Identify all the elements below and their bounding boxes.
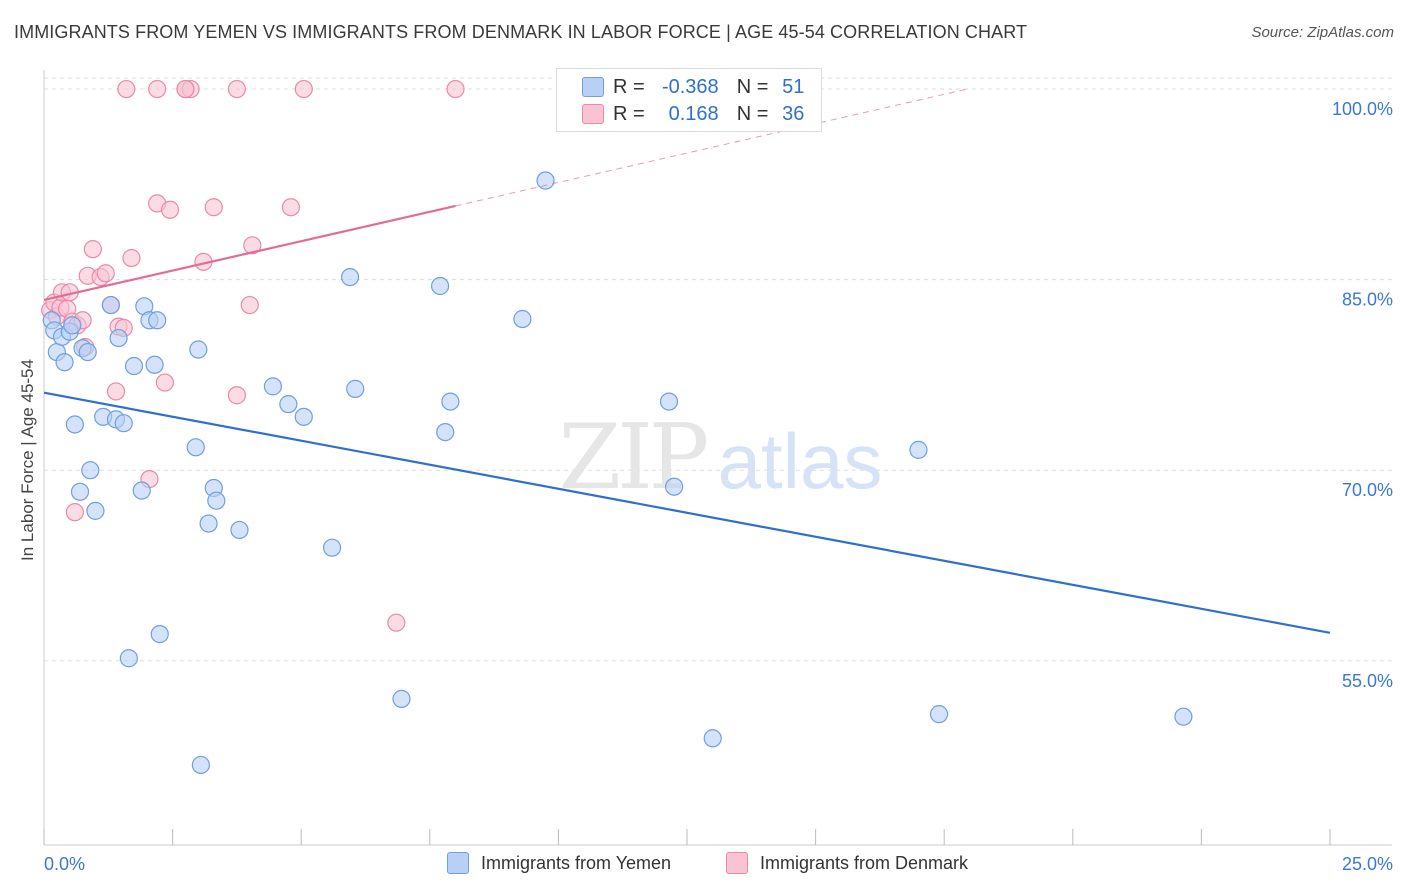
denmark-point <box>117 79 136 99</box>
yemen-point <box>78 342 97 362</box>
yemen-point <box>659 392 679 411</box>
yemen-point <box>145 355 164 374</box>
yemen-point <box>441 392 460 411</box>
denmark-point <box>155 373 174 392</box>
axis-layer <box>43 70 1392 846</box>
yemen-point <box>322 538 342 557</box>
legend-n-value: 36 <box>782 102 805 125</box>
yemen-point <box>186 438 205 457</box>
yemen-point <box>513 309 532 329</box>
x-tick-label-min: 0.0% <box>44 854 85 874</box>
y-tick-label: 55.0% <box>1342 671 1393 691</box>
yemen-swatch-icon <box>582 77 604 97</box>
denmark-legend-icon <box>726 852 748 874</box>
series-legend: Immigrants from Yemen Immigrants from De… <box>0 852 1406 878</box>
yemen-point <box>150 624 169 644</box>
yemen-point <box>207 491 226 510</box>
denmark-point <box>294 79 313 99</box>
yemen-point <box>86 501 105 520</box>
tick-labels: 55.0% 70.0% 85.0% 100.0% 0.0% 25.0% <box>44 99 1393 874</box>
yemen-point <box>909 440 928 459</box>
yemen-point <box>929 705 949 724</box>
legend-r-value: -0.368 <box>661 75 719 98</box>
denmark-point <box>65 503 84 522</box>
yemen-point <box>536 171 555 190</box>
yemen-point <box>148 311 167 330</box>
yemen-point <box>703 729 722 748</box>
yemen-point <box>340 267 360 287</box>
yemen-point <box>132 481 151 500</box>
legend-label-denmark: Immigrants from Denmark <box>760 852 969 873</box>
denmark-trend-line <box>43 204 456 302</box>
legend-r-label: R = <box>613 102 645 125</box>
y-tick-label: 100.0% <box>1332 99 1393 119</box>
correlation-legend: R = -0.368 N = 51 R = 0.168 N = 36 <box>556 68 822 132</box>
watermark: ZIP atlas <box>559 405 883 510</box>
denmark-point <box>122 248 141 268</box>
yemen-point <box>124 356 144 376</box>
denmark-point <box>281 198 301 217</box>
yemen-point <box>189 340 208 359</box>
denmark-point <box>227 79 246 99</box>
yemen-point <box>430 276 450 296</box>
denmark-point <box>96 264 115 283</box>
yemen-point <box>55 353 74 372</box>
source-label: Source: ZipAtlas.com <box>1251 24 1394 41</box>
denmark-point <box>240 295 259 315</box>
y-tick-label: 85.0% <box>1342 290 1393 310</box>
yemen-trend-line <box>43 391 1331 634</box>
yemen-point <box>109 328 128 348</box>
denmark-point <box>204 198 223 217</box>
yemen-point <box>294 407 313 426</box>
yemen-legend-icon <box>447 852 469 874</box>
yemen-point <box>199 514 218 533</box>
yemen-point <box>1174 707 1193 726</box>
yemen-point <box>279 395 298 414</box>
denmark-point <box>106 382 126 401</box>
legend-row-yemen: R = -0.368 N = 51 <box>582 75 805 99</box>
denmark-point <box>387 613 406 632</box>
legend-n-label: N = <box>736 102 769 125</box>
denmark-point <box>176 79 195 99</box>
denmark-point <box>227 386 246 405</box>
yemen-point <box>346 379 365 398</box>
legend-item-denmark[interactable]: Immigrants from Denmark <box>726 852 968 874</box>
yemen-point <box>263 377 283 396</box>
yemen-point <box>191 755 210 775</box>
legend-item-yemen[interactable]: Immigrants from Yemen <box>447 852 671 874</box>
legend-row-denmark: R = 0.168 N = 36 <box>582 102 805 126</box>
y-tick-label: 70.0% <box>1342 480 1393 500</box>
yemen-point <box>65 415 84 434</box>
yemen-point <box>63 316 82 335</box>
yemen-points <box>42 171 1193 775</box>
chart-title: IMMIGRANTS FROM YEMEN VS IMMIGRANTS FROM… <box>14 22 1028 42</box>
yemen-point <box>119 649 138 668</box>
legend-r-value: 0.168 <box>668 102 719 125</box>
watermark-atlas: atlas <box>718 417 883 505</box>
denmark-point <box>160 200 180 219</box>
yemen-point <box>101 295 120 315</box>
denmark-point <box>83 240 102 259</box>
yemen-point <box>665 477 684 496</box>
denmark-point <box>446 79 465 99</box>
yemen-point <box>392 689 411 708</box>
denmark-swatch-icon <box>582 104 604 124</box>
legend-n-value: 51 <box>782 75 805 98</box>
watermark-zip: ZIP <box>559 405 707 510</box>
x-tick-label-max: 25.0% <box>1342 854 1393 874</box>
yemen-point <box>436 422 455 442</box>
denmark-point <box>148 79 167 99</box>
yemen-point <box>230 520 249 540</box>
legend-n-label: N = <box>736 75 769 98</box>
legend-r-label: R = <box>613 75 645 98</box>
legend-label-yemen: Immigrants from Yemen <box>481 852 672 873</box>
grid-layer <box>44 77 1392 662</box>
denmark-points <box>41 79 465 632</box>
yemen-point <box>81 461 100 480</box>
yemen-point <box>70 482 90 501</box>
denmark-point <box>243 236 262 255</box>
trend-lines <box>43 87 1331 634</box>
yemen-point <box>114 414 133 433</box>
